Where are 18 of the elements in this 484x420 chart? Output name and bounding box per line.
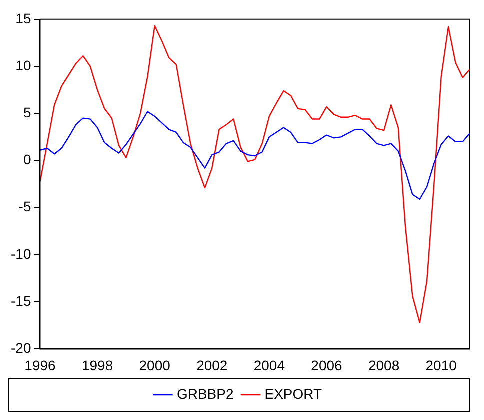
y-tick-label: -5 (18, 198, 32, 215)
x-tick-label: 2006 (311, 357, 343, 374)
x-tick-label: 1998 (82, 357, 114, 374)
x-tick-label: 2010 (426, 357, 458, 374)
y-tick-label: 5 (23, 104, 32, 120)
y-tick-label: -10 (11, 246, 32, 262)
y-tick-label: -20 (11, 340, 32, 356)
x-tick-label: 2004 (254, 357, 286, 374)
y-tick-label: -15 (11, 292, 32, 309)
y-tick-label: 10 (16, 57, 32, 74)
legend-label: GRBBP2 (176, 386, 234, 402)
x-tick-label: 2002 (196, 357, 228, 374)
x-tick-label: 2008 (368, 357, 400, 374)
x-tick-label: 2000 (139, 357, 171, 374)
x-tick-label: 1996 (24, 357, 56, 374)
y-tick-label: 0 (23, 152, 32, 168)
y-tick-label: 15 (16, 10, 32, 26)
legend-label: EXPORT (264, 386, 323, 402)
